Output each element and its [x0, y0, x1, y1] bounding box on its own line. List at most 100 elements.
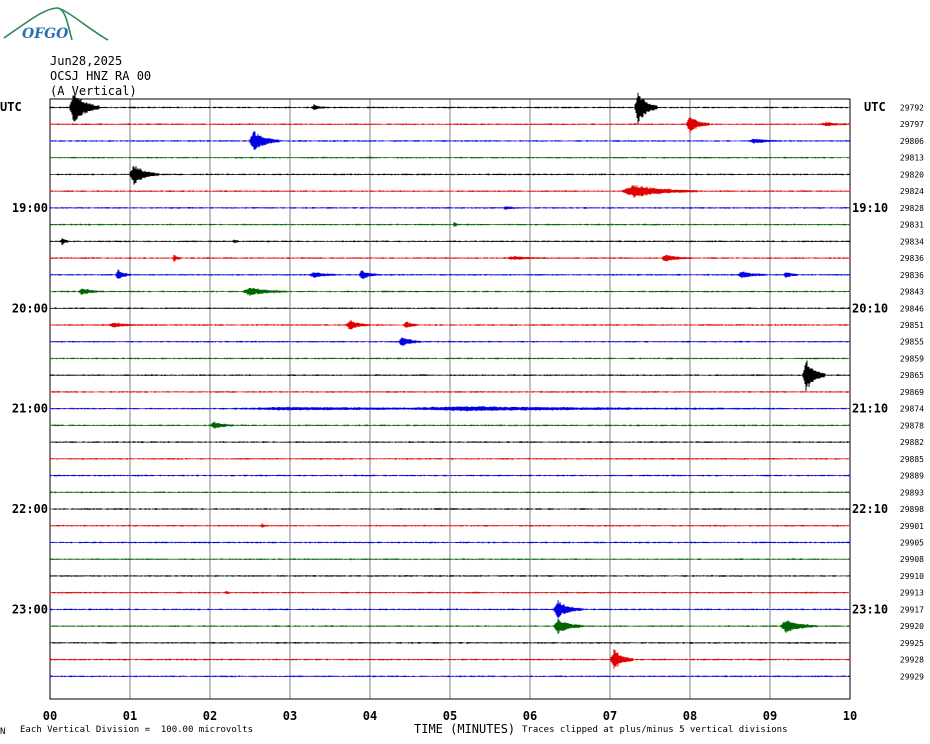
trace-count-15: 29859 — [900, 354, 924, 363]
trace-count-7: 29831 — [900, 221, 924, 230]
trace-count-13: 29851 — [900, 321, 924, 330]
trace-count-26: 29905 — [900, 538, 924, 547]
ofgo-logo — [3, 7, 109, 41]
trace-row-33 — [49, 649, 851, 669]
trace-row-11 — [49, 288, 851, 297]
x-axis-title: TIME (MINUTES) — [414, 722, 516, 736]
trace-count-9: 29836 — [900, 254, 924, 263]
trace-row-26 — [49, 541, 851, 544]
trace-count-31: 29920 — [900, 622, 924, 631]
trace-count-6: 29828 — [900, 204, 924, 213]
x-tick-01: 01 — [123, 709, 137, 723]
trace-count-21: 29885 — [900, 455, 924, 464]
trace-row-5 — [49, 185, 851, 198]
trace-row-6 — [49, 206, 851, 210]
trace-row-25 — [49, 523, 851, 528]
trace-count-5: 29824 — [900, 187, 924, 196]
trace-count-1: 29797 — [900, 120, 924, 129]
trace-row-9 — [49, 254, 851, 262]
trace-count-0: 29792 — [900, 104, 924, 113]
trace-row-31 — [49, 618, 851, 634]
trace-count-25: 29901 — [900, 522, 924, 531]
trace-row-32 — [49, 641, 851, 644]
trace-count-4: 29820 — [900, 170, 924, 179]
trace-count-34: 29929 — [900, 672, 924, 681]
trace-count-12: 29846 — [900, 304, 924, 313]
trace-row-16 — [49, 360, 851, 391]
trace-row-34 — [49, 675, 851, 678]
trace-row-29 — [49, 591, 851, 594]
trace-row-4 — [49, 166, 851, 185]
trace-count-20: 29882 — [900, 438, 924, 447]
time-label-left-24: 22:00 — [12, 502, 48, 516]
time-label-right-12: 20:10 — [852, 301, 888, 315]
logo-text: OFGO — [22, 26, 69, 42]
trace-count-22: 29889 — [900, 472, 924, 481]
time-label-right-18: 21:10 — [852, 402, 888, 416]
trace-row-7 — [49, 222, 851, 227]
trace-count-23: 29893 — [900, 488, 924, 497]
trace-count-10: 29836 — [900, 271, 924, 280]
corner-mark: N — [0, 727, 6, 737]
trace-row-18 — [49, 406, 851, 412]
x-tick-03: 03 — [283, 709, 297, 723]
time-label-left-6: 19:00 — [12, 201, 48, 215]
x-tick-10: 10 — [843, 709, 857, 723]
trace-count-14: 29855 — [900, 338, 924, 347]
trace-row-24 — [49, 508, 851, 510]
time-label-left-30: 23:00 — [12, 602, 48, 616]
x-tick-05: 05 — [443, 709, 457, 723]
utc-right-label: UTC — [864, 100, 886, 114]
trace-count-27: 29908 — [900, 555, 924, 564]
trace-count-19: 29878 — [900, 421, 924, 430]
trace-row-14 — [49, 337, 851, 347]
time-label-left-18: 21:00 — [12, 402, 48, 416]
trace-row-22 — [49, 474, 851, 477]
trace-row-0 — [49, 92, 851, 124]
scale-note: Each Vertical Division = 100.00 microvol… — [20, 725, 253, 735]
trace-count-8: 29834 — [900, 237, 924, 246]
trace-row-8 — [49, 238, 851, 246]
trace-count-18: 29874 — [900, 405, 924, 414]
x-tick-08: 08 — [683, 709, 697, 723]
trace-row-19 — [49, 421, 851, 429]
trace-row-2 — [49, 131, 851, 150]
x-tick-07: 07 — [603, 709, 617, 723]
trace-count-16: 29865 — [900, 371, 924, 380]
trace-row-28 — [49, 575, 851, 577]
trace-count-24: 29898 — [900, 505, 924, 514]
x-tick-00: 00 — [43, 709, 57, 723]
x-tick-09: 09 — [763, 709, 777, 723]
trace-row-3 — [49, 156, 851, 159]
trace-count-28: 29910 — [900, 572, 924, 581]
trace-row-10 — [49, 269, 851, 280]
plot-frame — [49, 98, 851, 700]
trace-count-29: 29913 — [900, 589, 924, 598]
time-label-right-30: 23:10 — [852, 602, 888, 616]
x-tick-04: 04 — [363, 709, 377, 723]
time-label-left-12: 20:00 — [12, 301, 48, 315]
time-label-right-24: 22:10 — [852, 502, 888, 516]
trace-row-12 — [49, 307, 851, 310]
trace-count-33: 29928 — [900, 656, 924, 665]
trace-count-32: 29925 — [900, 639, 924, 648]
x-tick-06: 06 — [523, 709, 537, 723]
x-tick-02: 02 — [203, 709, 217, 723]
trace-row-17 — [49, 391, 851, 393]
trace-count-2: 29806 — [900, 137, 924, 146]
trace-row-20 — [49, 441, 851, 443]
trace-row-23 — [49, 491, 851, 494]
trace-count-30: 29917 — [900, 605, 924, 614]
trace-count-3: 29813 — [900, 154, 924, 163]
trace-count-17: 29869 — [900, 388, 924, 397]
trace-count-11: 29843 — [900, 288, 924, 297]
clip-note: Traces clipped at plus/minus 5 vertical … — [522, 725, 788, 735]
date-label: Jun28,2025 — [50, 54, 123, 68]
trace-row-21 — [49, 457, 851, 460]
trace-row-1 — [49, 117, 851, 133]
station-label: OCSJ HNZ RA 00 — [50, 69, 152, 83]
utc-left-label: UTC — [0, 100, 22, 114]
trace-row-27 — [49, 558, 851, 561]
time-label-right-6: 19:10 — [852, 201, 888, 215]
